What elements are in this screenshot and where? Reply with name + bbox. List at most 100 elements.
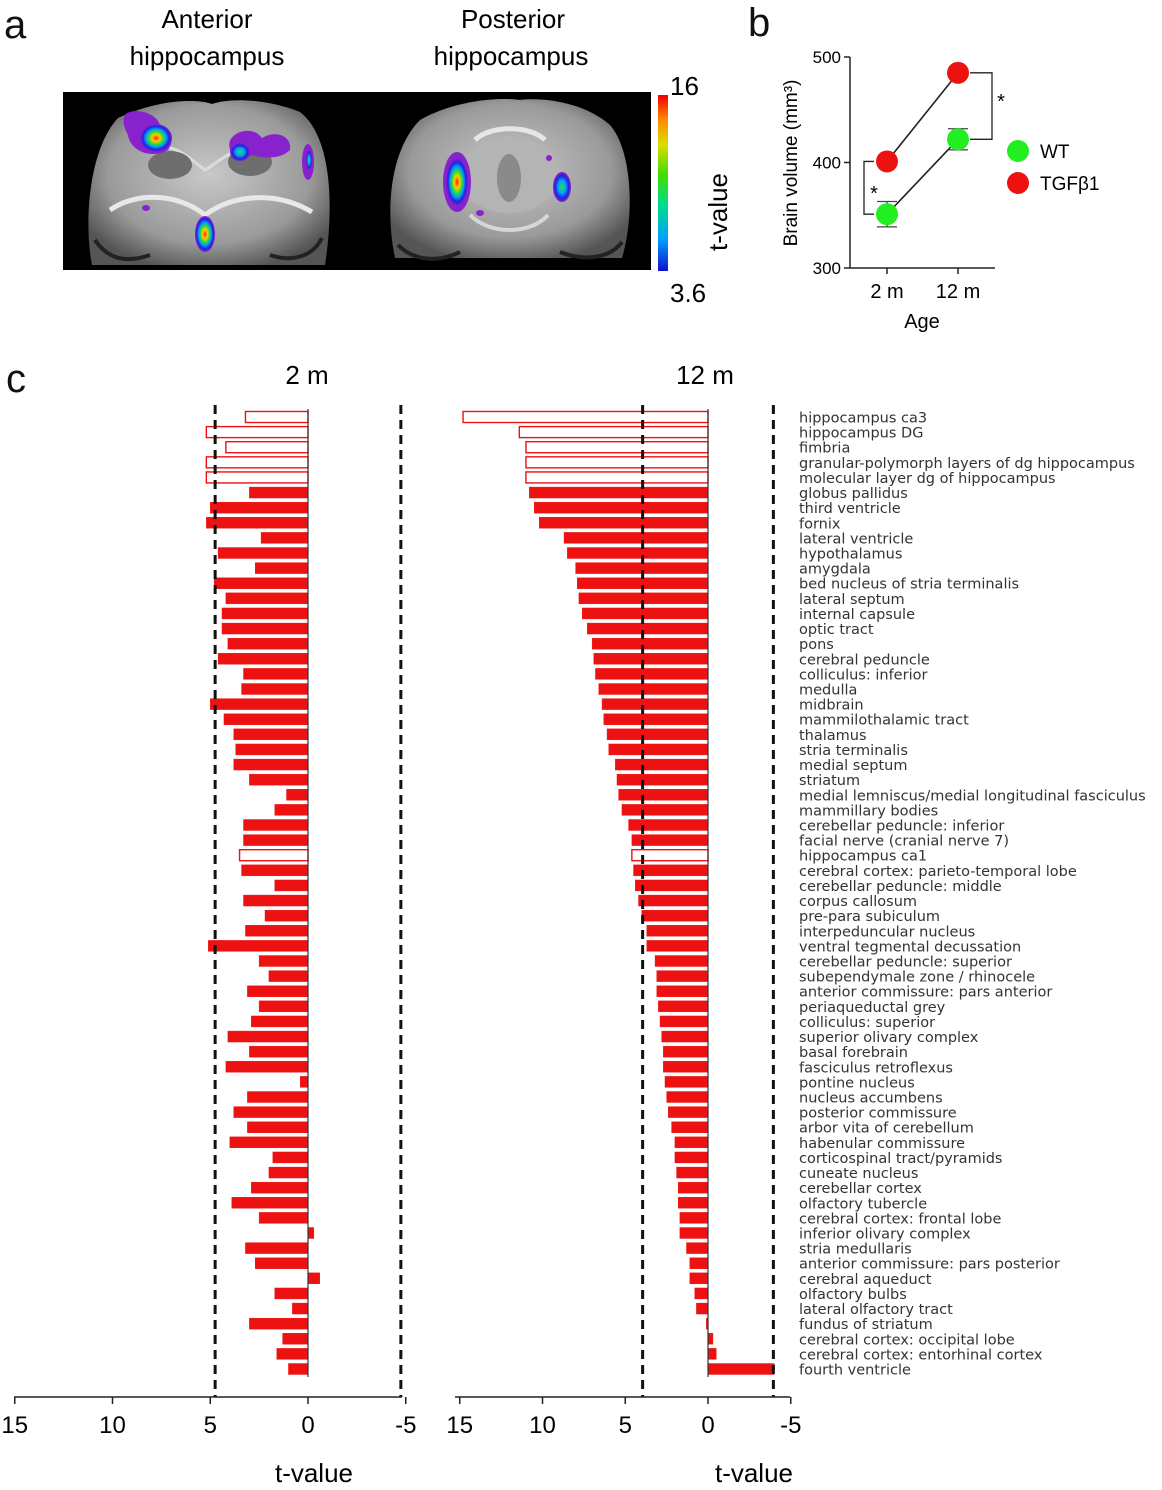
bar bbox=[666, 1091, 709, 1103]
bar bbox=[244, 410, 309, 424]
xtick-label: -5 bbox=[395, 1412, 416, 1439]
panel-b-significance-mark: * bbox=[997, 91, 1005, 113]
panel-b-legend-marker bbox=[1007, 140, 1029, 162]
panel-b-point bbox=[947, 128, 969, 151]
bar bbox=[227, 637, 309, 650]
bar bbox=[307, 1227, 315, 1239]
region-label: posterior commissure bbox=[799, 1106, 957, 1122]
bar bbox=[274, 879, 309, 892]
bar bbox=[582, 607, 709, 620]
panel-a-right-title-line1: Posterior bbox=[461, 4, 565, 34]
region-label: colliculus: inferior bbox=[799, 667, 927, 683]
panel-c-2m-chart: 15 10 5 0 -5 bbox=[1, 405, 416, 1439]
xtick-label: 10 bbox=[99, 1412, 126, 1439]
panel-b-xlabel: Age bbox=[904, 311, 940, 333]
bar bbox=[245, 1242, 309, 1254]
region-label: bed nucleus of stria terminalis bbox=[799, 577, 1019, 593]
region-label: cerebellar peduncle: superior bbox=[799, 955, 1012, 971]
bar bbox=[689, 1257, 709, 1269]
bar bbox=[274, 804, 309, 816]
bar bbox=[264, 909, 309, 922]
bar bbox=[249, 486, 309, 499]
region-label: superior olivary complex bbox=[799, 1030, 979, 1046]
region-label: fornix bbox=[799, 516, 841, 532]
bar bbox=[707, 1363, 775, 1375]
bar bbox=[525, 456, 709, 469]
region-label: cerebellar cortex bbox=[799, 1181, 922, 1197]
colorbar-label: t-value bbox=[703, 173, 733, 251]
bar bbox=[668, 1106, 709, 1118]
bar bbox=[229, 1136, 309, 1149]
panel-b-point bbox=[876, 203, 898, 226]
panel-c: c 2 m 12 m 15 10 5 0 -5 15 10 5 0 -5 hippocampus… bbox=[1, 357, 1145, 1488]
bar bbox=[247, 985, 309, 997]
bar bbox=[205, 471, 309, 484]
bar bbox=[608, 743, 709, 756]
region-label: basal forebrain bbox=[799, 1045, 908, 1061]
bar bbox=[598, 683, 709, 695]
bar bbox=[654, 955, 709, 967]
region-label: mammillary bodies bbox=[799, 803, 938, 819]
region-label: cerebral cortex: occipital lobe bbox=[799, 1332, 1015, 1348]
bar bbox=[686, 1242, 709, 1254]
bar bbox=[671, 1121, 709, 1133]
panel-b-xtick-label: 2 m bbox=[870, 281, 903, 303]
panel-b-significance-bracket bbox=[970, 72, 993, 140]
bar bbox=[251, 1015, 309, 1028]
bar bbox=[646, 925, 709, 937]
bar bbox=[274, 1287, 309, 1300]
panel-c-left-xlabel: t-value bbox=[275, 1458, 353, 1488]
panel-c-left-title: 2 m bbox=[285, 360, 328, 390]
region-label: cerebral peduncle bbox=[799, 652, 930, 668]
bar bbox=[656, 970, 709, 982]
region-label: anterior commissure: pars anterior bbox=[799, 985, 1052, 1001]
region-label: stria terminalis bbox=[799, 743, 908, 759]
panel-b-letter: b bbox=[748, 1, 770, 45]
bar bbox=[664, 1076, 709, 1088]
bar bbox=[210, 501, 309, 514]
region-label: corpus callosum bbox=[799, 894, 917, 910]
panel-a-left-title-line1: Anterior bbox=[161, 4, 252, 34]
bar bbox=[210, 698, 309, 710]
panel-b-legend-marker bbox=[1007, 172, 1029, 194]
region-label: optic tract bbox=[799, 622, 874, 638]
bar bbox=[525, 441, 709, 454]
panel-a-left-title-line2: hippocampus bbox=[130, 41, 285, 71]
region-label: cerebral cortex: frontal lobe bbox=[799, 1211, 1001, 1227]
region-label: subependymale zone / rhinocele bbox=[799, 970, 1035, 986]
bar bbox=[233, 758, 309, 771]
panel-b-xtick-label: 12 m bbox=[936, 281, 980, 303]
bar bbox=[288, 1363, 309, 1375]
region-label: interpeduncular nucleus bbox=[799, 924, 975, 940]
bar bbox=[689, 1272, 709, 1285]
panel-c-right-title: 12 m bbox=[676, 360, 734, 390]
bar bbox=[674, 1151, 709, 1164]
bar bbox=[260, 532, 309, 544]
bar bbox=[243, 819, 309, 831]
region-label: third ventricle bbox=[799, 501, 901, 517]
region-label: pons bbox=[799, 637, 834, 653]
panel-b-significance-bracket bbox=[863, 160, 874, 215]
bar bbox=[593, 653, 709, 665]
colorbar-max-label: 16 bbox=[670, 71, 699, 101]
bar bbox=[245, 925, 309, 937]
region-label: inferior olivary complex bbox=[799, 1227, 971, 1243]
bar bbox=[268, 1166, 309, 1179]
bar bbox=[595, 668, 709, 680]
bar bbox=[679, 1227, 709, 1239]
panel-b: b Brain volume (mm³) Age 300 400 500 2 m 12 … bbox=[748, 1, 1100, 333]
panel-a: a Anterior hippocampus Posterior hippoca… bbox=[4, 3, 733, 308]
bar bbox=[641, 909, 709, 922]
bar bbox=[243, 668, 309, 680]
bar bbox=[538, 517, 709, 529]
bar bbox=[694, 1287, 709, 1300]
bar bbox=[241, 864, 309, 877]
panel-b-ylabel: Brain volume (mm³) bbox=[781, 80, 802, 247]
region-label: olfactory bulbs bbox=[799, 1287, 907, 1303]
panel-b-significance-mark: * bbox=[870, 183, 878, 205]
region-label: granular-polymorph layers of dg hippocam… bbox=[799, 456, 1135, 472]
bar bbox=[213, 577, 309, 589]
region-label: cuneate nucleus bbox=[799, 1166, 918, 1182]
bar bbox=[223, 713, 309, 725]
xtick-label: 0 bbox=[701, 1412, 714, 1439]
